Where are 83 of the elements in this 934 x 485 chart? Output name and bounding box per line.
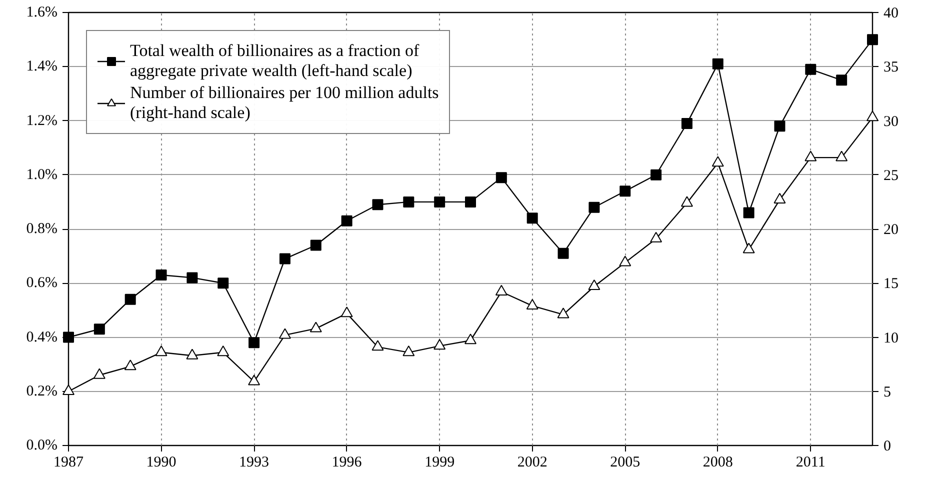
point [94, 324, 105, 335]
legend-label: Total wealth of billionaires as a fraction of aggregate private wealth (left-hand scale) [130, 41, 420, 81]
point [402, 346, 415, 356]
x-tick-label: 2011 [796, 454, 826, 470]
point [805, 64, 816, 75]
y2-tick-label: 10 [884, 330, 898, 346]
point [712, 58, 724, 70]
y-tick-label: 1.4% [26, 58, 58, 75]
point [496, 172, 507, 184]
point [557, 308, 570, 318]
point [372, 199, 384, 210]
point [62, 384, 74, 396]
y2-tick-label: 5 [884, 384, 891, 400]
point [650, 232, 662, 242]
point [619, 256, 632, 266]
point [124, 294, 136, 305]
point [248, 374, 260, 386]
point [526, 212, 538, 224]
point [774, 192, 786, 204]
point [310, 322, 322, 332]
point [495, 284, 508, 296]
x-tick-label: 1996 [332, 454, 362, 470]
y2-tick-label: 15 [884, 276, 898, 292]
y-tick-label: 0.0% [26, 438, 58, 454]
point [588, 202, 600, 213]
x-tick-label: 2002 [517, 454, 548, 470]
point [341, 215, 352, 226]
point [403, 196, 414, 208]
x-tick-label: 1993 [239, 454, 270, 470]
point [588, 280, 600, 290]
point [434, 339, 446, 350]
point [836, 150, 848, 162]
point [465, 196, 476, 208]
y-tick-label: 0.6% [26, 275, 58, 292]
point [217, 346, 230, 356]
point [186, 348, 198, 360]
point [620, 186, 631, 197]
point [279, 253, 290, 264]
y-tick-label: 0.4% [26, 329, 58, 346]
y2-tick-label: 35 [884, 60, 898, 76]
y2-tick-label: 40 [884, 6, 898, 22]
point [248, 337, 260, 348]
x-tick-label: 2005 [610, 454, 640, 470]
point [340, 306, 353, 318]
y2-tick-label: 0 [884, 438, 891, 454]
x-tick-label: 1990 [146, 454, 176, 470]
point [867, 34, 878, 46]
y-tick-label: 0.8% [26, 221, 58, 237]
point [310, 240, 322, 251]
point [712, 156, 724, 167]
legend-label: Number of billionaires per 100 million adults (right-hand scale) [130, 83, 439, 123]
y-tick-label: 1.6% [26, 4, 58, 20]
y-tick-label: 1.0% [26, 166, 58, 183]
point [434, 196, 446, 208]
point [774, 120, 786, 132]
point [836, 74, 848, 86]
point [124, 360, 136, 370]
point [278, 328, 291, 339]
x-tick-label: 1987 [54, 454, 84, 470]
point [742, 242, 755, 254]
point [804, 150, 817, 162]
point [93, 368, 106, 379]
y2-tick-label: 30 [884, 114, 898, 130]
point [558, 248, 569, 259]
point [526, 299, 538, 310]
x-tick-label: 2008 [702, 454, 733, 470]
point [650, 169, 662, 180]
point [218, 278, 229, 289]
y-tick-label: 0.2% [26, 383, 58, 400]
point [372, 340, 384, 351]
x-tick-label: 1999 [424, 454, 455, 470]
point [680, 196, 693, 207]
point [464, 334, 476, 344]
point [186, 272, 198, 284]
point [866, 110, 878, 122]
y-tick-label: 1.2% [26, 112, 58, 129]
point [743, 207, 754, 218]
point [63, 332, 74, 343]
y2-tick-label: 25 [884, 168, 898, 184]
point [681, 118, 692, 129]
y2-tick-label: 20 [884, 222, 898, 238]
point [155, 346, 168, 356]
point [156, 270, 167, 281]
